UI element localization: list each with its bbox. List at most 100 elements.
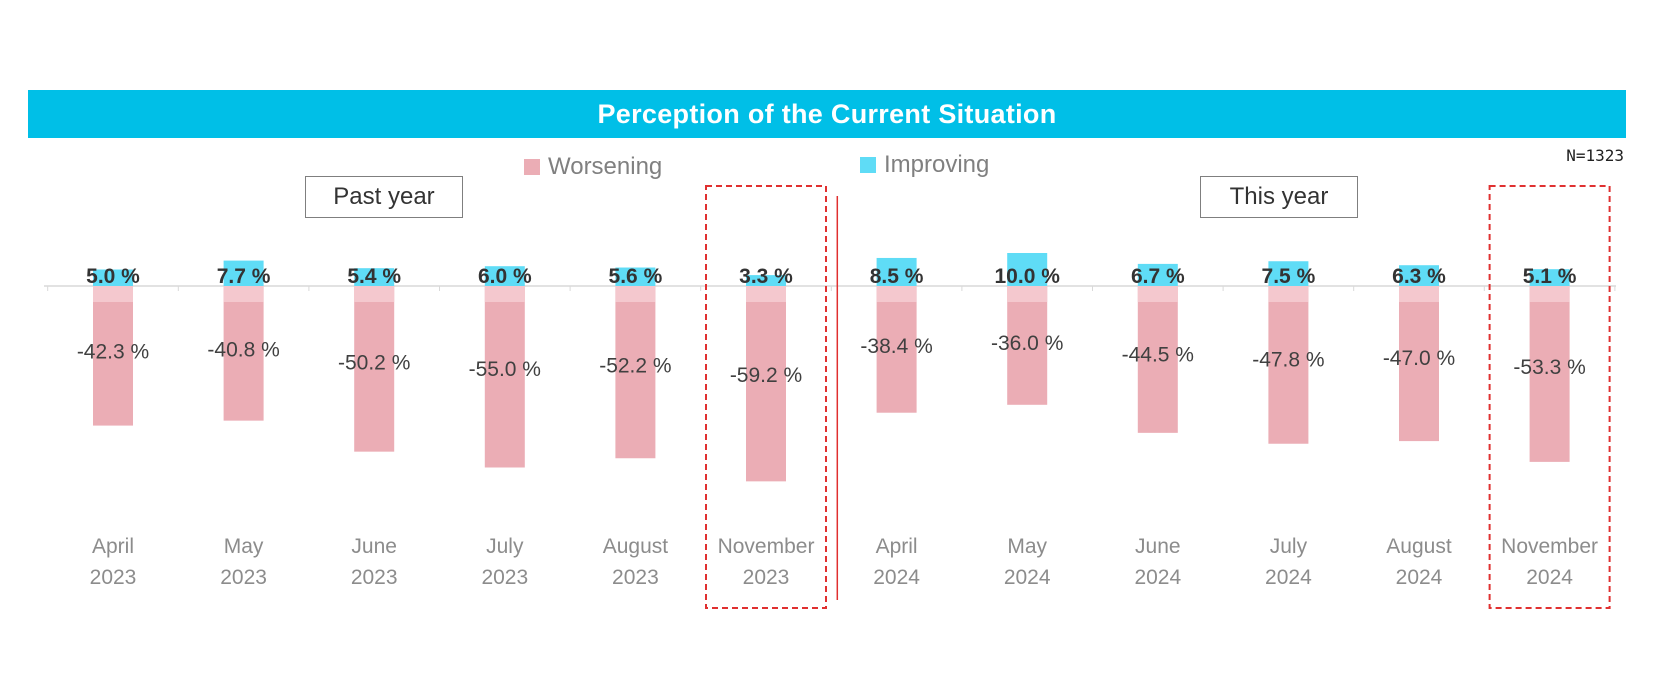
- improving-value-label: 8.5 %: [870, 265, 924, 288]
- worsening-bar: [1007, 286, 1048, 405]
- category-year-label: 2024: [1396, 566, 1443, 589]
- worsening-value-label: -40.8 %: [207, 339, 279, 362]
- worsening-bar-cap: [615, 286, 656, 302]
- improving-value-label: 10.0 %: [995, 265, 1061, 288]
- worsening-bar-cap: [484, 286, 525, 302]
- worsening-bar-cap: [1268, 286, 1309, 302]
- category-month-label: June: [1135, 535, 1181, 558]
- category-year-label: 2024: [873, 566, 920, 589]
- worsening-value-label: -38.4 %: [860, 335, 932, 358]
- improving-bar: [93, 269, 133, 286]
- improving-bar: [223, 260, 264, 286]
- worsening-bar-cap: [1007, 286, 1048, 302]
- improving-bar: [484, 266, 525, 286]
- worsening-bar-cap: [1137, 286, 1178, 302]
- category-year-label: 2024: [1526, 566, 1573, 589]
- worsening-bar-cap: [1399, 286, 1439, 302]
- category-month-label: November: [718, 535, 815, 558]
- worsening-bar-cap: [223, 286, 264, 302]
- category-year-label: 2023: [743, 566, 790, 589]
- worsening-bar: [615, 286, 656, 459]
- improving-value-label: 5.6 %: [609, 265, 663, 288]
- legend-improving-swatch: [860, 157, 876, 173]
- category-month-label: May: [1007, 535, 1047, 558]
- improving-bar: [1268, 261, 1309, 286]
- highlight-box: [1488, 185, 1611, 609]
- improving-bar: [1529, 269, 1570, 286]
- improving-value-label: 5.4 %: [347, 265, 401, 288]
- category-month-label: November: [1501, 535, 1598, 558]
- worsening-bar: [746, 286, 786, 482]
- category-year-label: 2024: [1265, 566, 1312, 589]
- category-month-label: August: [603, 535, 669, 558]
- improving-bar: [1399, 265, 1439, 286]
- worsening-bar: [223, 286, 264, 421]
- worsening-value-label: -47.8 %: [1252, 348, 1324, 371]
- category-month-label: May: [224, 535, 264, 558]
- highlight-box: [705, 185, 827, 609]
- this-year-box: This year: [1200, 176, 1358, 218]
- worsening-value-label: -47.0 %: [1383, 347, 1455, 370]
- worsening-bar: [1268, 286, 1309, 444]
- worsening-bar: [484, 286, 525, 468]
- improving-value-label: 6.3 %: [1392, 265, 1446, 288]
- legend-improving: Improving: [860, 151, 989, 179]
- worsening-bar: [1529, 286, 1570, 462]
- category-month-label: August: [1386, 535, 1452, 558]
- improving-value-label: 3.3 %: [739, 265, 793, 288]
- legend-worsening-swatch: [524, 159, 540, 175]
- worsening-bar: [1399, 286, 1439, 442]
- past-year-box: Past year: [305, 176, 463, 218]
- category-year-label: 2023: [220, 566, 267, 589]
- worsening-value-label: -55.0 %: [469, 358, 541, 381]
- worsening-value-label: -42.3 %: [77, 341, 149, 364]
- category-year-label: 2023: [351, 566, 398, 589]
- worsening-value-label: -50.2 %: [338, 352, 410, 375]
- worsening-value-label: -53.3 %: [1513, 356, 1585, 379]
- category-month-label: April: [876, 535, 918, 558]
- improving-bar: [615, 267, 656, 286]
- sample-size-label: N=1323: [1566, 146, 1624, 165]
- worsening-value-label: -59.2 %: [730, 364, 802, 387]
- legend-worsening: Worsening: [524, 153, 662, 181]
- worsening-bar-cap: [93, 286, 133, 302]
- worsening-value-label: -44.5 %: [1122, 344, 1194, 367]
- worsening-bar-cap: [1529, 286, 1570, 302]
- worsening-bar-cap: [876, 286, 917, 302]
- this-year-label: This year: [1229, 183, 1329, 210]
- category-year-label: 2023: [612, 566, 659, 589]
- worsening-bar: [354, 286, 395, 452]
- improving-value-label: 5.1 %: [1523, 265, 1577, 288]
- improving-bar: [876, 257, 917, 286]
- legend-improving-label: Improving: [884, 151, 990, 178]
- worsening-bar: [1137, 286, 1178, 433]
- improving-value-label: 7.5 %: [1262, 265, 1316, 288]
- category-month-label: July: [486, 535, 524, 558]
- improving-bar: [746, 275, 786, 286]
- category-year-label: 2023: [481, 566, 528, 589]
- chart-title: Perception of the Current Situation: [597, 98, 1057, 129]
- improving-bar: [354, 268, 395, 286]
- category-year-label: 2024: [1004, 566, 1051, 589]
- category-month-label: June: [351, 535, 397, 558]
- improving-bar: [1007, 253, 1048, 286]
- improving-value-label: 7.7 %: [217, 265, 271, 288]
- worsening-bar-cap: [354, 286, 395, 302]
- chart-title-bar: Perception of the Current Situation: [28, 90, 1626, 138]
- worsening-bar-cap: [746, 286, 786, 302]
- improving-bar: [1137, 263, 1178, 286]
- worsening-value-label: -36.0 %: [991, 332, 1063, 355]
- past-year-label: Past year: [333, 183, 435, 210]
- worsening-bar: [876, 286, 917, 413]
- category-year-label: 2023: [90, 566, 137, 589]
- worsening-value-label: -52.2 %: [599, 354, 671, 377]
- worsening-bar: [93, 286, 133, 426]
- category-year-label: 2024: [1134, 566, 1181, 589]
- category-month-label: July: [1270, 535, 1308, 558]
- legend-worsening-label: Worsening: [548, 153, 663, 180]
- category-month-label: April: [92, 535, 134, 558]
- improving-value-label: 6.0 %: [478, 265, 532, 288]
- improving-value-label: 5.0 %: [86, 265, 140, 288]
- improving-value-label: 6.7 %: [1131, 265, 1185, 288]
